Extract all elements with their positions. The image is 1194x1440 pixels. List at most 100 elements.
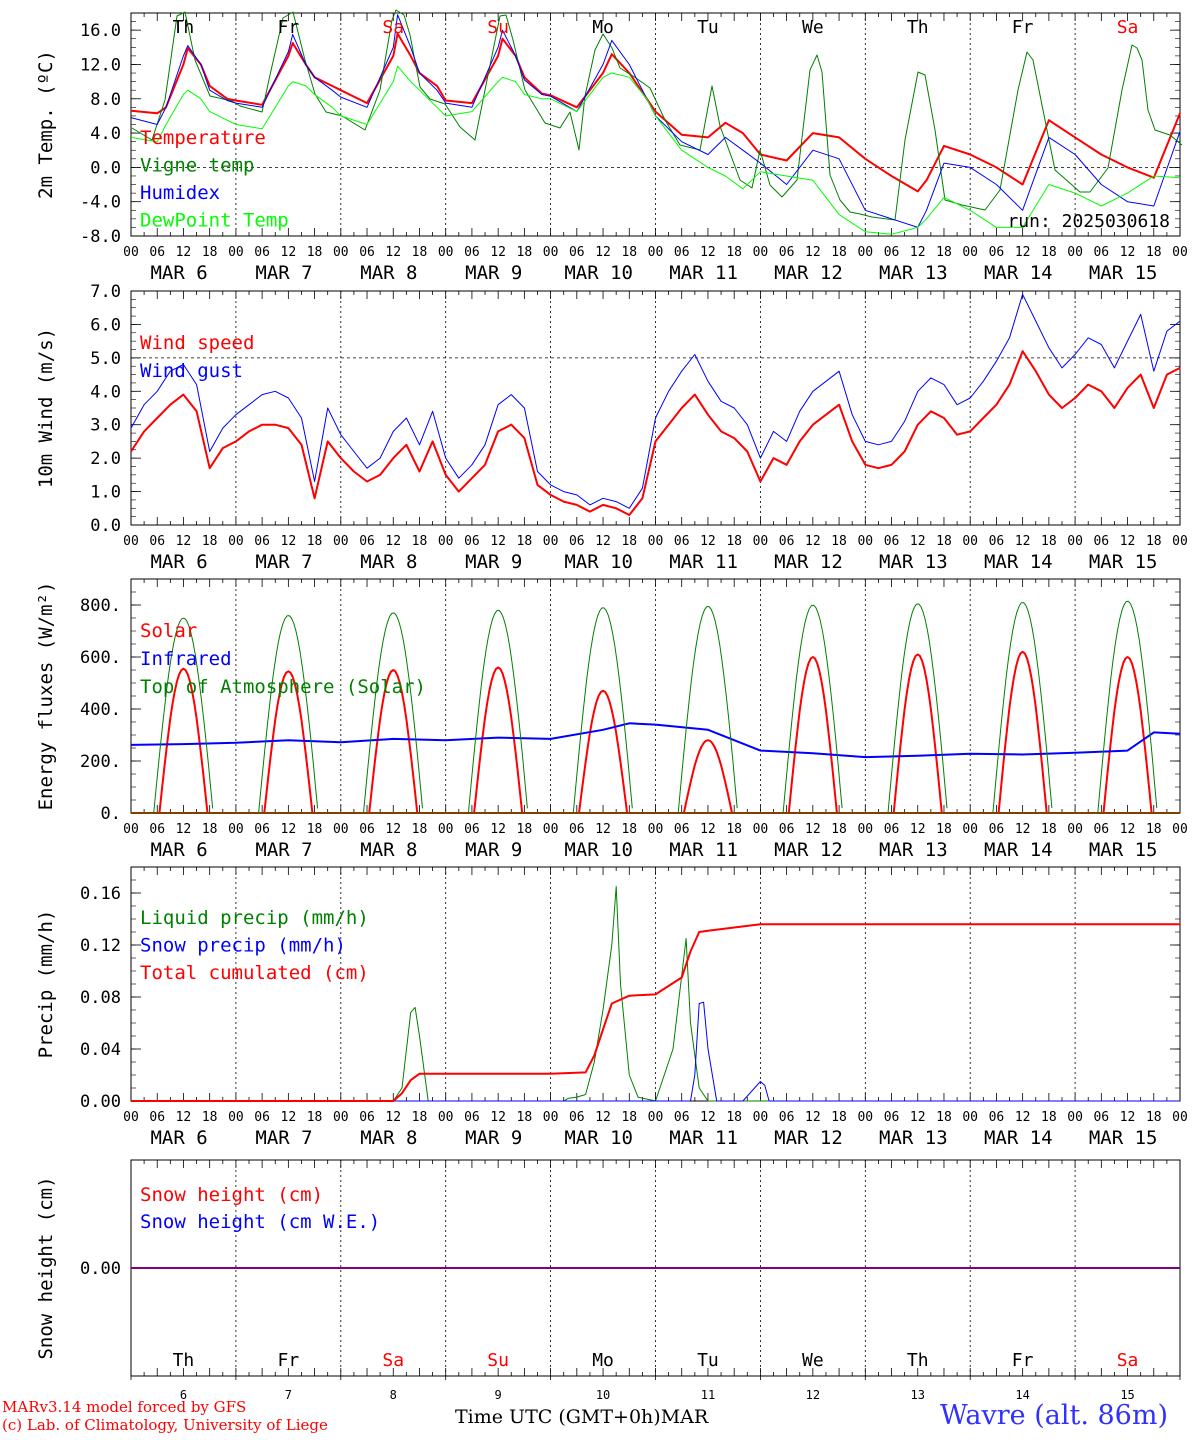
- date-label: MAR 11: [669, 551, 738, 573]
- day-number: 8: [390, 1388, 397, 1402]
- hour-label: 06: [884, 1110, 900, 1125]
- hour-label: 18: [202, 1110, 218, 1125]
- hour-label: 06: [884, 822, 900, 837]
- date-label: MAR 10: [564, 262, 633, 284]
- date-label: MAR 6: [150, 1127, 207, 1149]
- y-tick-label: 4.0: [90, 382, 121, 402]
- hour-label: 12: [281, 822, 297, 837]
- hour-label: 12: [910, 534, 926, 549]
- hour-label: 00: [438, 1110, 454, 1125]
- date-label: MAR 14: [984, 1127, 1053, 1149]
- hour-label: 06: [569, 822, 585, 837]
- day-name: We: [802, 17, 824, 38]
- hour-label: 00: [123, 245, 139, 260]
- hour-label: 12: [910, 1110, 926, 1125]
- y-tick-label: 0.04: [80, 1040, 121, 1060]
- hour-label: 12: [700, 1110, 716, 1125]
- legend-entry: Total cumulated (cm): [140, 962, 369, 984]
- hour-label: 18: [726, 1110, 742, 1125]
- run-annotation: run: 2025030618: [1007, 211, 1170, 232]
- y-tick-label: 0.0: [90, 158, 121, 178]
- hour-label: 06: [254, 822, 270, 837]
- hour-label: 12: [176, 245, 192, 260]
- hour-label: 06: [254, 534, 270, 549]
- hour-label: 06: [359, 822, 375, 837]
- hour-label: 18: [517, 245, 533, 260]
- hour-label: 06: [149, 1110, 165, 1125]
- hour-label: 00: [648, 822, 664, 837]
- hour-label: 00: [648, 534, 664, 549]
- hour-label: 00: [228, 245, 244, 260]
- hour-label: 00: [1067, 822, 1083, 837]
- date-label: MAR 8: [360, 1127, 417, 1149]
- hour-label: 18: [307, 1110, 323, 1125]
- hour-label: 00: [1172, 245, 1188, 260]
- hour-label: 18: [307, 245, 323, 260]
- date-label: MAR 12: [774, 262, 843, 284]
- model-credit: MARv3.14 model forced by GFS: [2, 1398, 247, 1416]
- hour-label: 06: [464, 822, 480, 837]
- hour-label: 18: [1041, 534, 1057, 549]
- day-number: 14: [1015, 1388, 1029, 1402]
- date-label: MAR 9: [465, 551, 522, 573]
- day-number: 12: [806, 1388, 820, 1402]
- hour-label: 12: [1015, 1110, 1031, 1125]
- day-number: 9: [495, 1388, 502, 1402]
- hour-label: 06: [884, 534, 900, 549]
- y-tick-label: 0.0: [90, 516, 121, 536]
- date-label: MAR 11: [669, 262, 738, 284]
- hour-label: 12: [595, 245, 611, 260]
- hour-label: 00: [543, 245, 559, 260]
- hour-label: 00: [543, 822, 559, 837]
- y-tick-label: 0.00: [80, 1092, 121, 1112]
- hour-label: 18: [412, 245, 428, 260]
- hour-label: 06: [359, 1110, 375, 1125]
- hour-label: 00: [648, 1110, 664, 1125]
- day-name: Mo: [592, 17, 614, 38]
- date-label: MAR 7: [255, 839, 312, 861]
- hour-label: 12: [385, 534, 401, 549]
- legend-entry: Snow height (cm W.E.): [140, 1211, 380, 1233]
- day-name: Fr: [1012, 17, 1034, 38]
- y-tick-label: 0.00: [80, 1259, 121, 1279]
- hour-label: 12: [1120, 822, 1136, 837]
- series-humidex: [130, 14, 1181, 228]
- hour-label: 00: [543, 534, 559, 549]
- day-name: Sa: [382, 17, 404, 38]
- legend-entry: Temperature: [140, 127, 266, 149]
- hour-label: 00: [1067, 1110, 1083, 1125]
- date-label: MAR 9: [465, 1127, 522, 1149]
- date-label: MAR 15: [1089, 551, 1158, 573]
- y-tick-label: 12.0: [80, 55, 121, 75]
- hour-label: 12: [281, 1110, 297, 1125]
- lab-credit: (c) Lab. of Climatology, University of L…: [2, 1416, 328, 1434]
- date-label: MAR 11: [669, 839, 738, 861]
- hour-label: 00: [857, 1110, 873, 1125]
- hour-label: 00: [857, 245, 873, 260]
- day-name: Sa: [1117, 17, 1139, 38]
- hour-label: 18: [1041, 245, 1057, 260]
- hour-label: 12: [1120, 1110, 1136, 1125]
- day-number: 13: [911, 1388, 925, 1402]
- hour-label: 12: [1120, 534, 1136, 549]
- y-tick-label: 5.0: [90, 349, 121, 369]
- hour-label: 18: [202, 822, 218, 837]
- y-axis-label: Energy fluxes (W/m²): [35, 582, 57, 811]
- hour-label: 12: [700, 822, 716, 837]
- chart-temperature: -8.0 -4.0 0.0 4.0 8.0 12.0 16.0 2m Temp. (ºC) Te…: [35, 9, 1188, 284]
- hour-label: 12: [805, 534, 821, 549]
- hour-label: 18: [726, 822, 742, 837]
- day-name: Fr: [278, 1350, 300, 1371]
- hour-label: 06: [674, 245, 690, 260]
- date-label: MAR 13: [879, 1127, 948, 1149]
- y-tick-label: 16.0: [80, 21, 121, 41]
- hour-label: 18: [936, 1110, 952, 1125]
- hour-label: 00: [228, 1110, 244, 1125]
- hour-label: 18: [412, 534, 428, 549]
- hour-label: 00: [648, 245, 664, 260]
- hour-label: 06: [779, 822, 795, 837]
- hour-label: 12: [385, 1110, 401, 1125]
- y-tick-label: 600.: [80, 648, 121, 668]
- hour-label: 18: [936, 822, 952, 837]
